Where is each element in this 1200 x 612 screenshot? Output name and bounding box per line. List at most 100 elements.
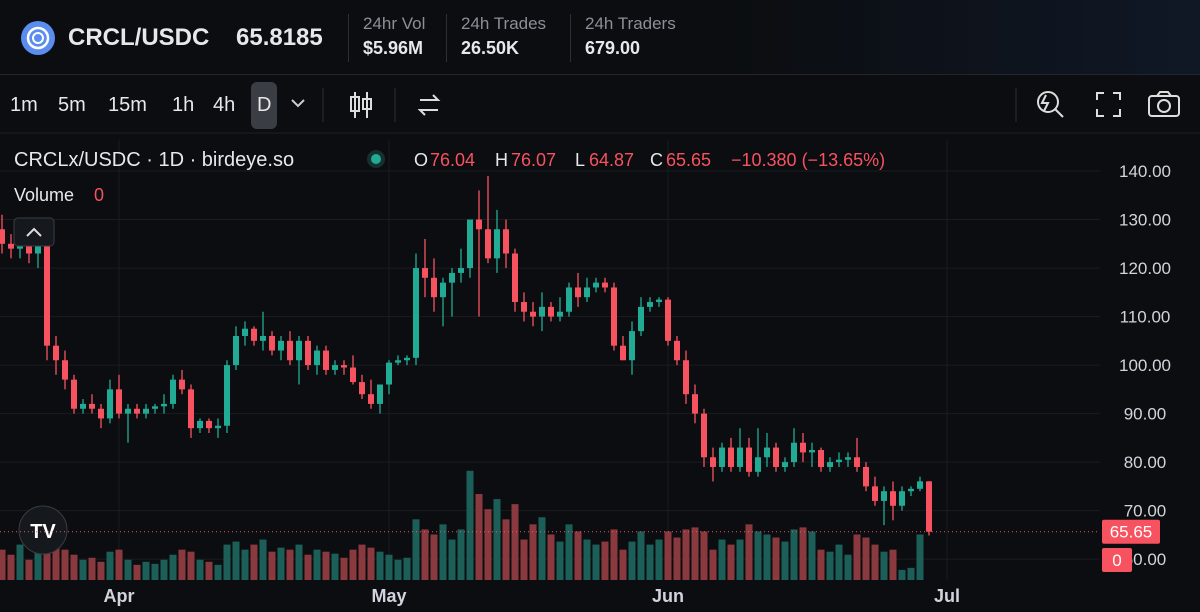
candle-body — [224, 365, 230, 426]
interval[interactable]: 15m — [108, 94, 147, 116]
candle-body — [188, 389, 194, 429]
volume-bar — [907, 567, 915, 580]
volume-bar — [574, 531, 582, 580]
volume-bar — [826, 551, 834, 580]
stat-value: 679.00 — [585, 38, 641, 58]
volume-bar — [16, 544, 24, 580]
candle-body — [233, 335, 239, 366]
volume-bar — [718, 539, 726, 580]
candle-body — [674, 340, 680, 361]
volume-bar — [88, 557, 96, 580]
last-price-tag — [1102, 519, 1160, 544]
candle-body — [656, 299, 662, 303]
volume-bar — [781, 541, 789, 580]
candle-body — [341, 365, 347, 368]
candle-body — [134, 408, 140, 414]
volume-bar — [160, 559, 168, 580]
candle-body — [710, 457, 716, 467]
y-tick-label: 70.00 — [1124, 502, 1167, 521]
zoom-icon[interactable] — [1037, 91, 1064, 118]
candle-body — [116, 389, 122, 414]
volume-bar — [367, 547, 375, 580]
volume-bar — [799, 527, 807, 580]
volume-bar — [898, 569, 906, 580]
pair: CRCL/USDC — [68, 24, 210, 51]
volume-bar — [241, 549, 249, 580]
screenshot-icon[interactable] — [1148, 91, 1180, 117]
tv-logo[interactable] — [18, 505, 68, 555]
candle-body — [818, 449, 824, 467]
volume-bar — [709, 549, 717, 580]
y-tick-label: 130.00 — [1119, 211, 1171, 230]
volume-bar — [385, 554, 393, 580]
candle-body — [899, 491, 905, 506]
candle-body — [764, 447, 770, 458]
volume-bar — [358, 544, 366, 580]
candle-type-icon[interactable] — [350, 92, 372, 118]
volume-bar — [628, 541, 636, 580]
stat-value: 26.50K — [461, 38, 520, 58]
volume-bar — [610, 529, 618, 580]
tv-logo-mark: TV — [30, 521, 56, 543]
volume-bar — [34, 549, 42, 580]
volume-bar — [538, 517, 546, 580]
volume-bar — [133, 564, 141, 580]
candle-body — [611, 287, 617, 346]
volume-bar — [412, 519, 420, 580]
x-tick-label: Apr — [104, 586, 135, 606]
volume-bar — [295, 544, 303, 580]
volume-bar — [79, 559, 87, 580]
fullscreen-icon[interactable] — [1096, 92, 1121, 117]
candle-body — [863, 466, 869, 487]
volume-bar — [655, 539, 663, 580]
candle-body — [629, 331, 635, 361]
y-tick-label: 140.00 — [1119, 162, 1171, 181]
volume-bar — [520, 539, 528, 580]
interval[interactable]: 5m — [58, 94, 86, 116]
volume-bar — [763, 534, 771, 580]
volume-bar — [214, 564, 222, 580]
candle-body — [800, 442, 806, 453]
candle-body — [449, 272, 455, 283]
candle-body — [377, 384, 383, 404]
volume-bar — [151, 563, 159, 580]
candle-body — [44, 238, 50, 346]
candle-body — [539, 306, 545, 317]
volume-bar — [790, 529, 798, 580]
dropdown-icon[interactable] — [291, 99, 305, 108]
collapse-button[interactable] — [13, 217, 55, 247]
candle-body — [926, 481, 932, 532]
candle-body — [62, 360, 68, 380]
compare-icon[interactable] — [417, 94, 441, 116]
interval[interactable]: 1h — [172, 94, 195, 116]
volume-bar — [664, 531, 672, 580]
volume-bar — [547, 534, 555, 580]
volume-bar — [529, 524, 537, 580]
volume-bar — [268, 551, 276, 580]
candle-body — [692, 394, 698, 414]
interval[interactable]: 1m — [10, 94, 38, 116]
candle-body — [485, 229, 491, 259]
volume-bar — [808, 531, 816, 580]
candle-body — [260, 335, 266, 341]
y-tick-label: 100.00 — [1119, 356, 1171, 375]
interval-active[interactable]: D — [251, 82, 278, 129]
volume-bar — [421, 529, 429, 580]
volume-bar — [772, 537, 780, 580]
candle-body — [917, 481, 923, 489]
volume-bar — [304, 554, 312, 580]
stat: 24h Traders 679.00 — [570, 14, 676, 62]
candle-body — [845, 457, 851, 460]
candle-body — [881, 491, 887, 501]
candle-body — [827, 462, 833, 467]
legend-high: 76.07 — [511, 150, 556, 170]
volume-bar — [106, 551, 114, 580]
volume-bar — [484, 509, 492, 580]
interval[interactable]: 4h — [213, 94, 236, 116]
header: CRCL/USDC 65.8185 24hr Vol $5.96M 24h Tra… — [0, 0, 1200, 75]
candle-body — [305, 340, 311, 366]
volume-bar — [439, 524, 447, 580]
candle-body — [737, 447, 743, 467]
volume-bar — [259, 539, 267, 580]
volume-bar — [340, 557, 348, 580]
